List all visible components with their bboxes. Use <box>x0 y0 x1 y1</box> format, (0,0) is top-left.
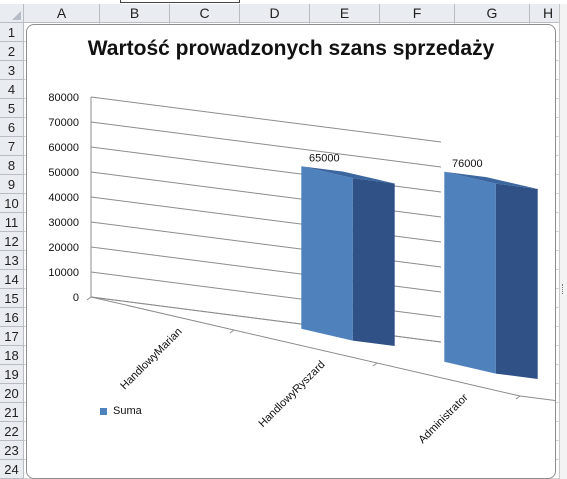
row-header-22[interactable]: 22 <box>0 422 24 441</box>
column-header-c[interactable]: C <box>170 4 240 23</box>
row-header-5[interactable]: 5 <box>0 99 24 118</box>
bar <box>444 171 496 374</box>
column-header-f[interactable]: F <box>380 4 455 23</box>
bar-side <box>352 178 395 346</box>
row-header-11[interactable]: 11 <box>0 213 24 232</box>
row-header-18[interactable]: 18 <box>0 346 24 365</box>
y-tick-label: 20000 <box>48 242 79 254</box>
row-header-23[interactable]: 23 <box>0 441 24 460</box>
column-header-a[interactable]: A <box>24 4 100 23</box>
row-header-15[interactable]: 15 <box>0 289 24 308</box>
gridline <box>90 121 442 168</box>
row-header-3[interactable]: 3 <box>0 61 24 80</box>
row-header-16[interactable]: 16 <box>0 308 24 327</box>
column-header-e[interactable]: E <box>310 4 380 23</box>
row-header-14[interactable]: 14 <box>0 270 24 289</box>
chart-area[interactable]: Wartość prowadzonych szans sprzedaży 0 10… <box>26 24 556 479</box>
select-all-corner[interactable] <box>0 4 24 23</box>
gridline <box>90 96 442 143</box>
row-header-7[interactable]: 7 <box>0 137 24 156</box>
vertical-split-handle[interactable] <box>559 4 567 479</box>
row-header-1[interactable]: 1 <box>0 23 24 42</box>
y-tick-label: 40000 <box>48 192 79 204</box>
y-tick-label: 50000 <box>48 167 79 179</box>
row-header-8[interactable]: 8 <box>0 156 24 175</box>
x-tick-mark <box>372 362 378 367</box>
column-header-g[interactable]: G <box>455 4 530 23</box>
legend-key-suma <box>100 407 107 415</box>
x-tick-label: Administrator <box>416 391 471 446</box>
formula-bar-remnant <box>0 0 567 4</box>
bar-side <box>495 183 538 379</box>
floor-outline <box>90 296 555 402</box>
data-label: 65000 <box>309 153 340 165</box>
chart-title: Wartość prowadzonych szans sprzedaży <box>87 37 495 60</box>
x-tick-label: HandlowyRyszard <box>256 359 327 430</box>
x-tick-mark <box>515 395 521 400</box>
row-header-21[interactable]: 21 <box>0 403 24 422</box>
row-header-9[interactable]: 9 <box>0 175 24 194</box>
data-label: 76000 <box>452 158 483 170</box>
row-header-13[interactable]: 13 <box>0 251 24 270</box>
row-header-4[interactable]: 4 <box>0 80 24 99</box>
column-header-d[interactable]: D <box>240 4 310 23</box>
bar-top <box>301 166 395 184</box>
bar <box>301 166 353 341</box>
row-header-24[interactable]: 24 <box>0 460 24 479</box>
row-header-17[interactable]: 17 <box>0 327 24 346</box>
y-tick-label: 60000 <box>48 142 79 154</box>
x-tick-mark <box>86 296 92 301</box>
y-tick-label: 30000 <box>48 217 79 229</box>
row-header-20[interactable]: 20 <box>0 384 24 403</box>
y-tick-label: 0 <box>73 292 79 304</box>
y-tick-label: 70000 <box>48 117 79 129</box>
bar-top <box>444 171 538 189</box>
legend-label-suma: Suma <box>113 405 142 417</box>
row-header-10[interactable]: 10 <box>0 194 24 213</box>
y-tick-label: 10000 <box>48 267 79 279</box>
column-header-b[interactable]: B <box>100 4 170 23</box>
row-header-12[interactable]: 12 <box>0 232 24 251</box>
x-tick-mark <box>229 329 235 334</box>
plot-area: 0 10000 20000 30000 40000 50000 60000 70000 8000… <box>48 92 555 446</box>
row-header-6[interactable]: 6 <box>0 118 24 137</box>
row-header-19[interactable]: 19 <box>0 365 24 384</box>
legend: Suma <box>100 405 142 417</box>
x-tick-label: HandlowyMarian <box>118 326 184 392</box>
row-header-2[interactable]: 2 <box>0 42 24 61</box>
y-tick-label: 80000 <box>48 92 79 104</box>
